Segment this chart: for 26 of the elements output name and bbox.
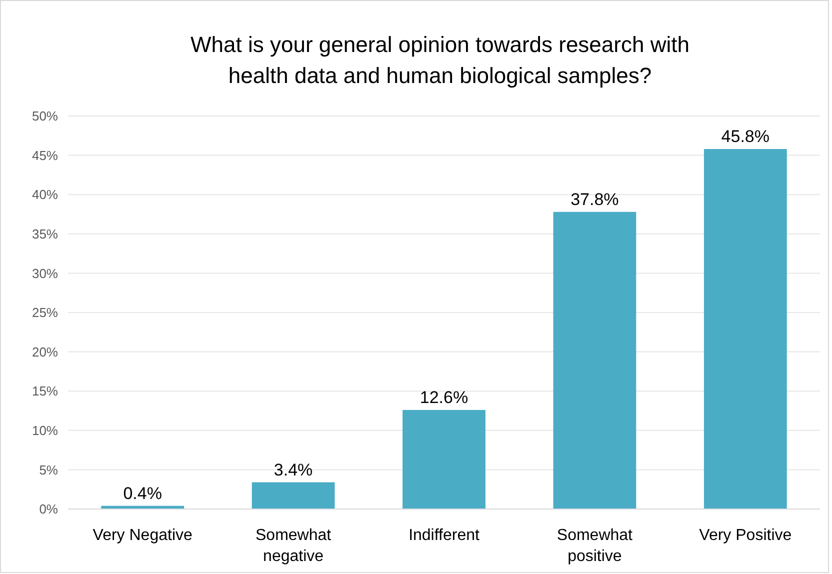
- data-label: 3.4%: [274, 460, 313, 480]
- x-tick-label: Indifferent: [408, 527, 480, 544]
- bar: [252, 482, 335, 509]
- y-tick-label: 50%: [32, 108, 58, 124]
- bar: [402, 410, 486, 509]
- x-tick-label: Somewhat positive: [556, 527, 634, 565]
- y-tick-label: 5%: [39, 462, 58, 478]
- x-tick-label: Very Negative: [92, 527, 193, 544]
- x-tick-label: Somewhat negative: [256, 527, 332, 565]
- y-tick-label: 40%: [32, 187, 58, 202]
- y-tick-label: 10%: [32, 422, 58, 438]
- bar: [553, 212, 636, 509]
- y-tick-label: 25%: [32, 305, 58, 320]
- y-tick-label: 45%: [32, 148, 58, 163]
- data-label: 12.6%: [420, 388, 468, 407]
- y-tick-label: 0%: [39, 502, 58, 517]
- data-label: 45.8%: [721, 127, 770, 146]
- bar: [704, 149, 787, 509]
- data-label: 37.8%: [570, 190, 619, 209]
- chart-title: What is your general opinion towards research with health data and human biological samples?: [190, 32, 690, 88]
- y-tick-label: 20%: [32, 344, 58, 360]
- x-tick-label: Very Positive: [699, 527, 792, 544]
- y-tick-label: 15%: [32, 384, 58, 399]
- data-label: 0.4%: [123, 484, 162, 503]
- y-tick-label: 30%: [32, 266, 58, 281]
- y-tick-label: 35%: [32, 226, 58, 242]
